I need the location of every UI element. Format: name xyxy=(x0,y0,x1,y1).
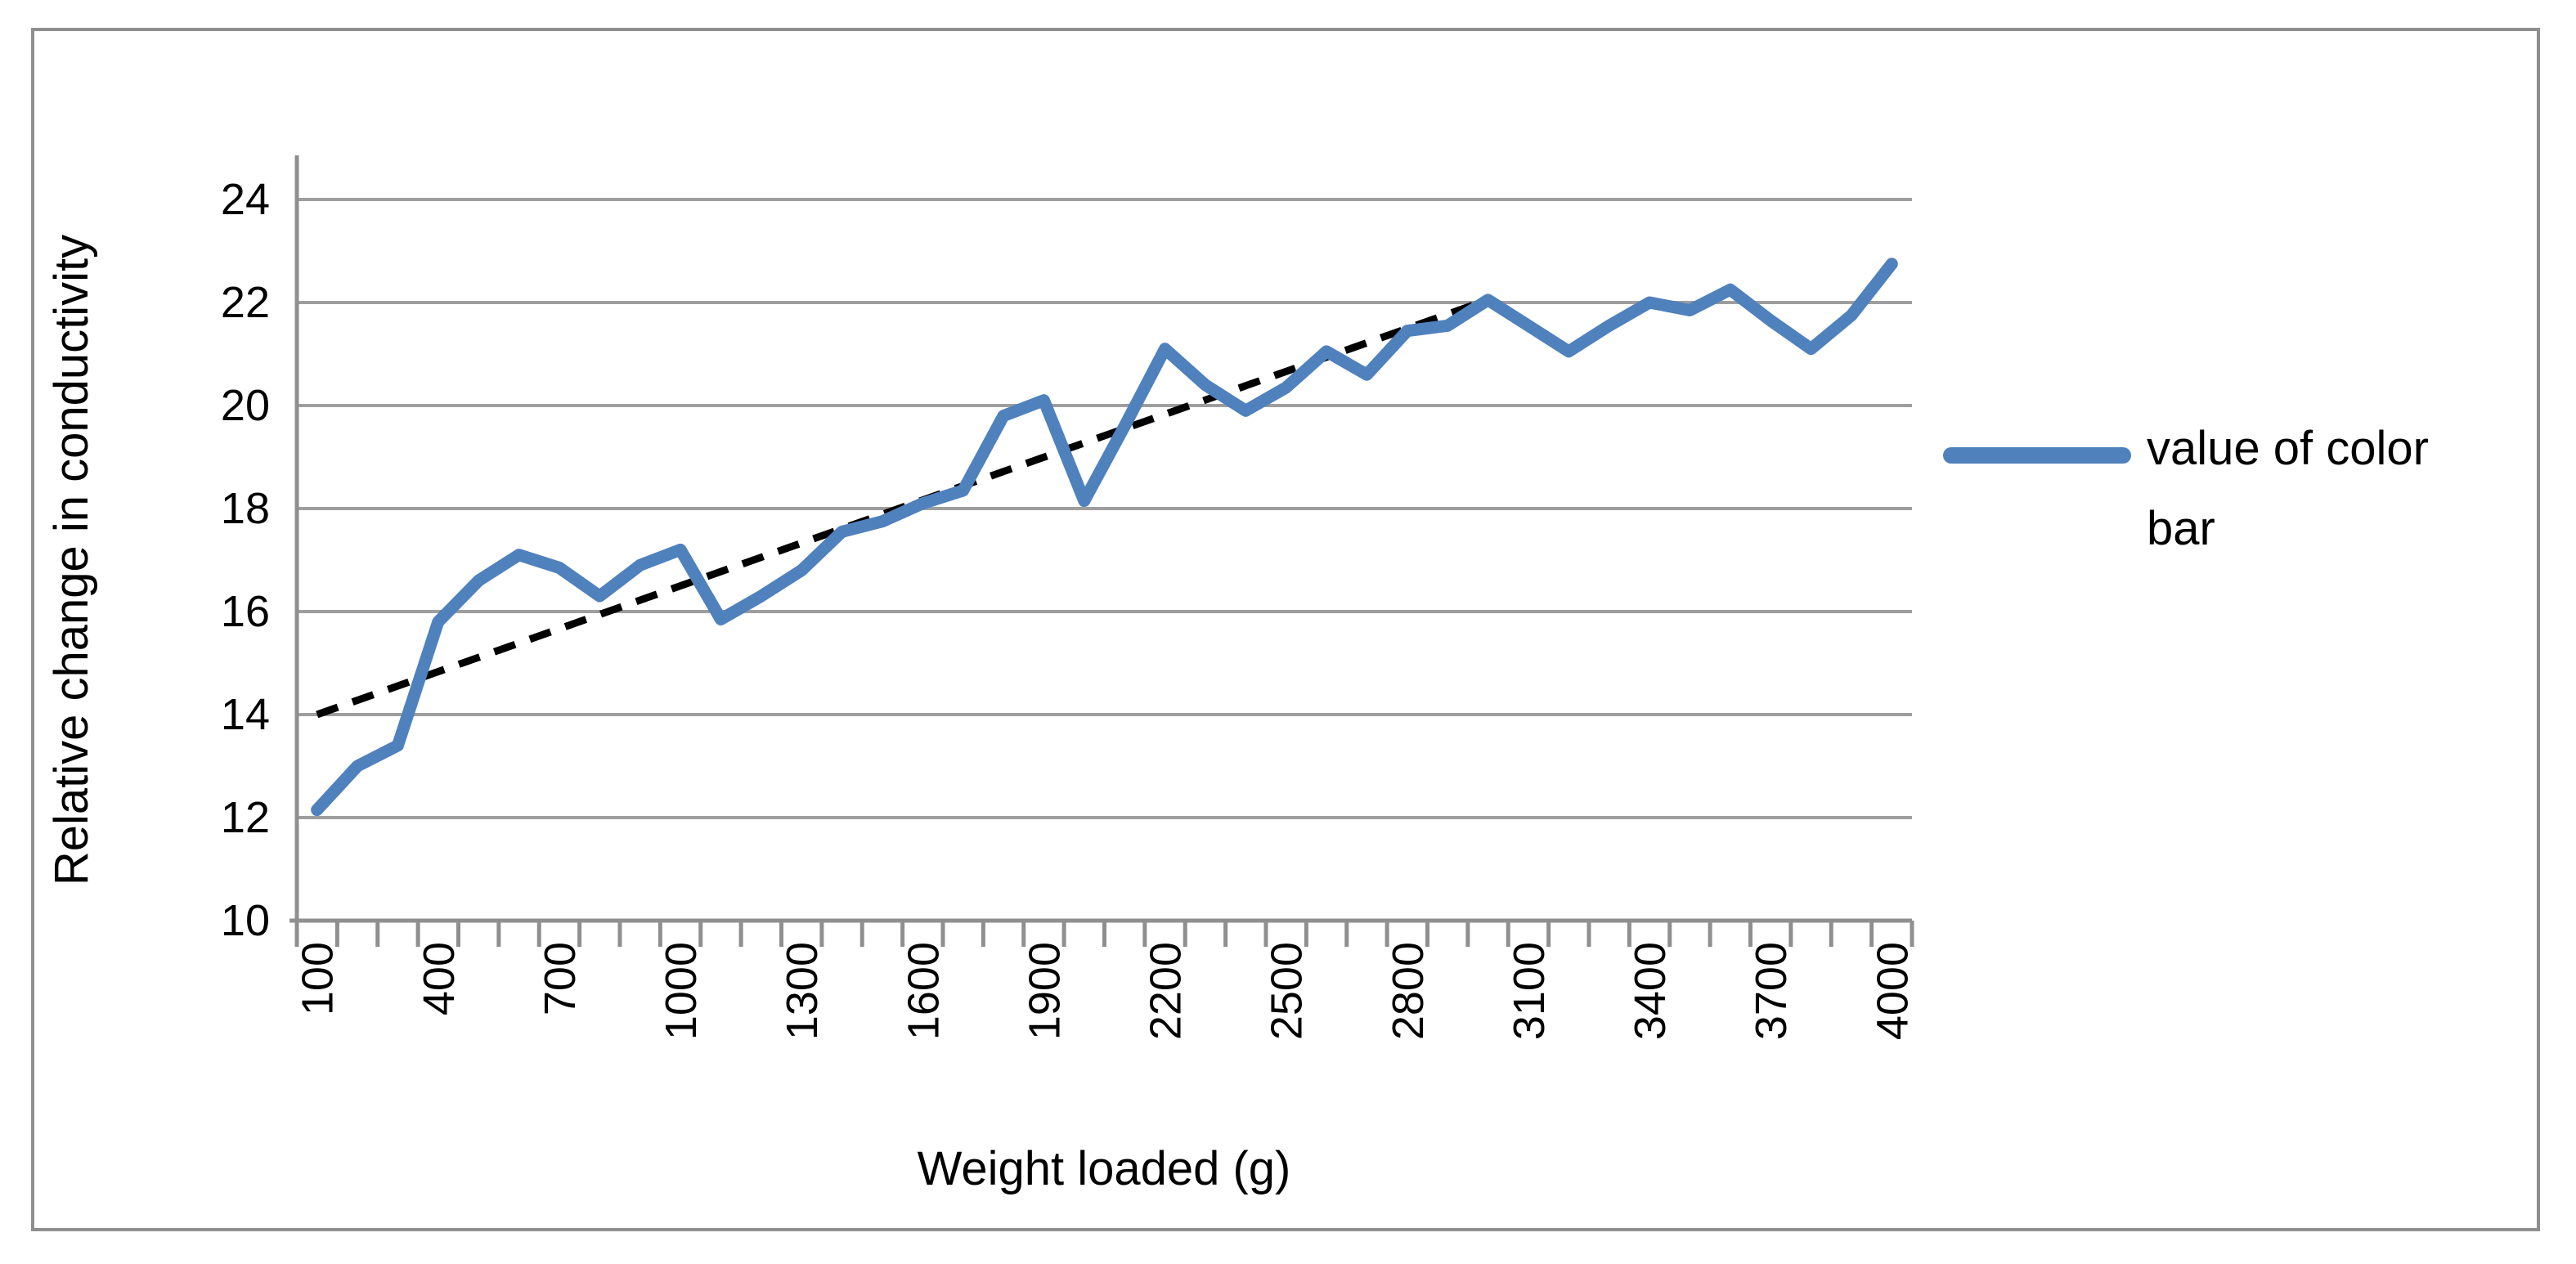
x-tick-label-3700: 3700 xyxy=(1747,942,1796,1040)
x-tick-label-3100: 3100 xyxy=(1505,942,1554,1040)
y-tick-label-22: 22 xyxy=(221,278,270,327)
y-axis-tick-labels: 10 12 14 16 18 20 22 24 xyxy=(221,175,270,945)
y-tick-label-24: 24 xyxy=(221,175,270,224)
series-line-value-of-color-bar xyxy=(311,258,1898,817)
x-tick-label-1900: 1900 xyxy=(1020,942,1069,1040)
x-axis-ticks xyxy=(294,921,1914,947)
y-tick-label-10: 10 xyxy=(221,896,270,945)
x-tick-label-3400: 3400 xyxy=(1626,942,1675,1040)
x-tick-label-700: 700 xyxy=(536,942,585,1015)
y-axis-title: Relative change in conductivity xyxy=(45,234,98,886)
x-tick-label-100: 100 xyxy=(294,942,343,1015)
gridlines xyxy=(297,198,1912,819)
x-axis-title: Weight loaded (g) xyxy=(917,1142,1291,1195)
x-tick-label-1600: 1600 xyxy=(899,942,948,1040)
x-tick-label-2800: 2800 xyxy=(1384,942,1433,1040)
x-tick-label-2200: 2200 xyxy=(1142,942,1191,1040)
legend-series-label: value of color bar xyxy=(2147,422,2429,555)
y-tick-label-14: 14 xyxy=(221,690,270,739)
x-tick-label-400: 400 xyxy=(415,942,464,1015)
x-tick-label-1300: 1300 xyxy=(778,942,827,1040)
y-tick-label-16: 16 xyxy=(221,587,270,636)
x-tick-label-1000: 1000 xyxy=(657,942,706,1040)
x-tick-label-4000: 4000 xyxy=(1868,942,1917,1040)
y-tick-label-12: 12 xyxy=(221,793,270,842)
y-tick-label-20: 20 xyxy=(221,381,270,430)
y-tick-label-18: 18 xyxy=(221,484,270,533)
x-axis-tick-labels: 100 400 700 1000 1300 1600 1900 2200 2500 2800 310… xyxy=(294,942,1918,1040)
chart-border xyxy=(31,28,2540,1231)
legend-series-swatch xyxy=(1943,447,2131,464)
x-tick-label-2500: 2500 xyxy=(1263,942,1312,1040)
